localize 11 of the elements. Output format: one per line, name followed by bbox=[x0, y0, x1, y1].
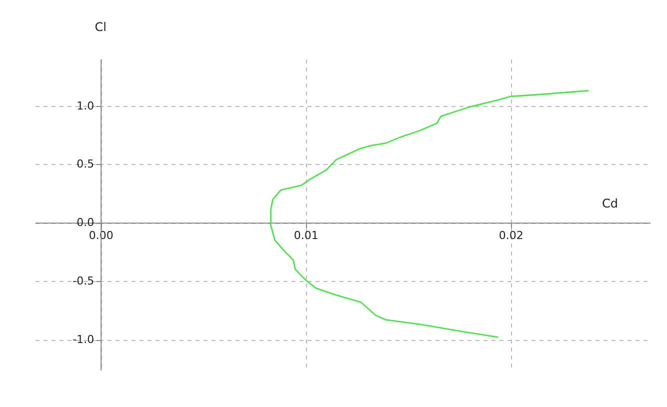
x-tick-label: 0.00 bbox=[88, 229, 114, 242]
x-tick-label: 0.01 bbox=[294, 229, 318, 242]
y-tick-label: 0.0 bbox=[76, 216, 94, 230]
y-tick-label: -1.0 bbox=[72, 333, 94, 346]
y-axis-title: Cl bbox=[94, 20, 106, 34]
y-tick-label: 1.0 bbox=[76, 99, 94, 112]
line-series bbox=[270, 90, 590, 338]
x-tick-label: 0.02 bbox=[498, 229, 524, 242]
y-tick-label: 0.5 bbox=[76, 158, 94, 171]
y-tick-label: -0.5 bbox=[72, 274, 94, 288]
x-axis-title: Cd bbox=[602, 196, 618, 211]
